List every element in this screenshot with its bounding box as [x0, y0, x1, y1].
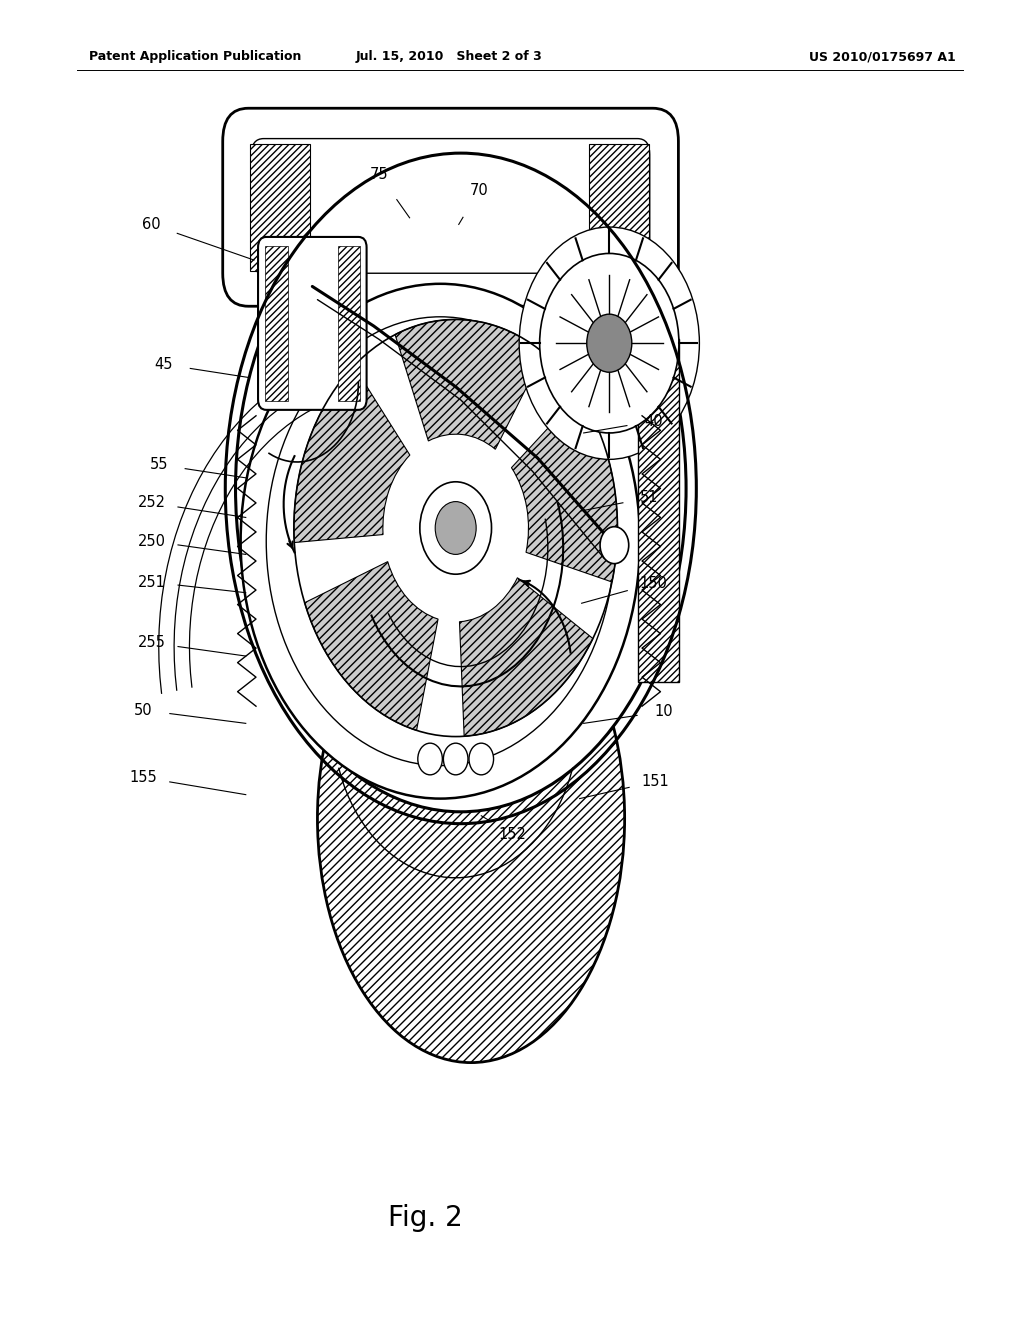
Circle shape: [587, 314, 632, 372]
Text: 155: 155: [129, 770, 158, 785]
Circle shape: [600, 527, 629, 564]
Circle shape: [418, 743, 442, 775]
FancyBboxPatch shape: [338, 246, 360, 400]
Circle shape: [540, 253, 679, 433]
Text: 150: 150: [639, 576, 668, 591]
Text: 250: 250: [137, 533, 166, 549]
Text: 251: 251: [137, 574, 166, 590]
Text: 45: 45: [155, 356, 173, 372]
Text: Fig. 2: Fig. 2: [388, 1204, 462, 1233]
Text: 50: 50: [134, 702, 153, 718]
FancyBboxPatch shape: [252, 139, 650, 273]
Text: 60: 60: [142, 216, 161, 232]
Text: 51: 51: [640, 490, 658, 506]
Text: US 2010/0175697 A1: US 2010/0175697 A1: [809, 50, 955, 63]
Text: Patent Application Publication: Patent Application Publication: [89, 50, 301, 63]
Circle shape: [266, 317, 614, 766]
Text: 70: 70: [470, 182, 488, 198]
Wedge shape: [304, 561, 438, 730]
FancyBboxPatch shape: [258, 236, 367, 409]
Text: 55: 55: [150, 457, 168, 473]
Ellipse shape: [317, 574, 625, 1063]
Wedge shape: [395, 319, 544, 449]
FancyBboxPatch shape: [589, 144, 649, 271]
Wedge shape: [511, 393, 617, 582]
Text: 151: 151: [641, 774, 670, 789]
FancyBboxPatch shape: [638, 339, 679, 682]
Circle shape: [469, 743, 494, 775]
Text: 10: 10: [654, 704, 673, 719]
Wedge shape: [460, 578, 593, 737]
FancyBboxPatch shape: [265, 246, 288, 400]
Text: 252: 252: [137, 495, 166, 511]
Text: 255: 255: [137, 635, 166, 651]
Circle shape: [519, 227, 699, 459]
Circle shape: [435, 502, 476, 554]
Text: 75: 75: [370, 166, 388, 182]
FancyBboxPatch shape: [223, 108, 678, 306]
Circle shape: [420, 482, 492, 574]
Text: 152: 152: [498, 826, 526, 842]
FancyBboxPatch shape: [250, 144, 309, 271]
Circle shape: [443, 743, 468, 775]
Ellipse shape: [236, 165, 686, 812]
Text: 40: 40: [644, 413, 663, 429]
Circle shape: [241, 284, 640, 799]
Wedge shape: [294, 366, 410, 543]
Text: Jul. 15, 2010   Sheet 2 of 3: Jul. 15, 2010 Sheet 2 of 3: [355, 50, 542, 63]
